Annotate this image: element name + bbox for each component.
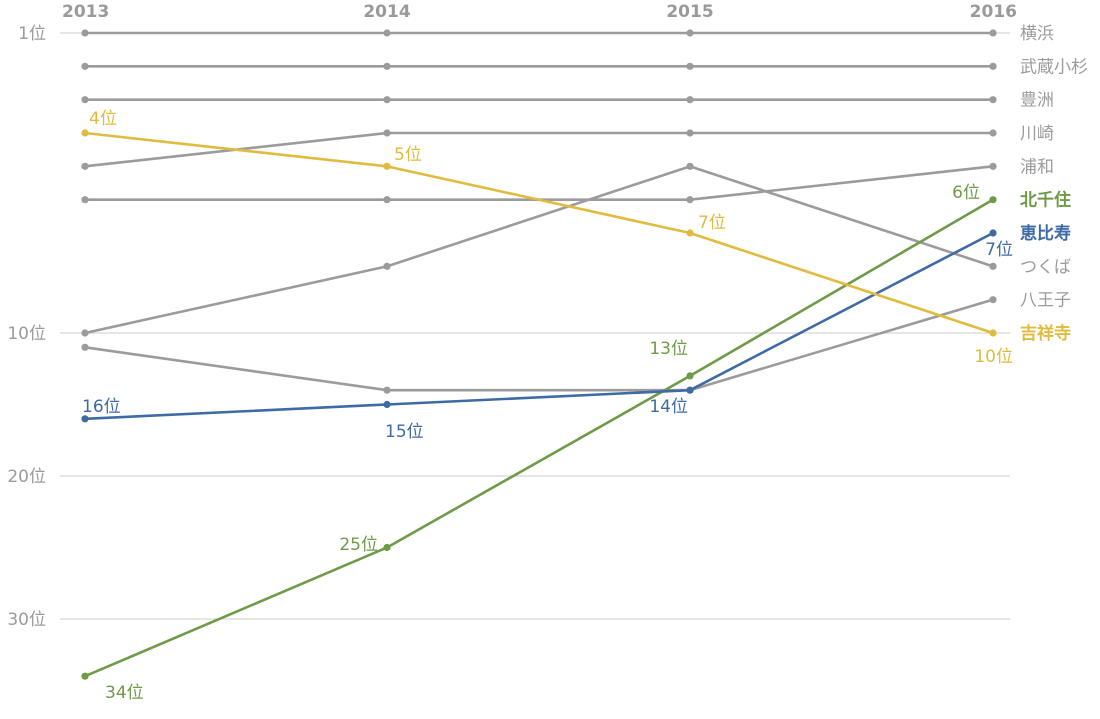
- data-label: 10位: [974, 347, 1013, 367]
- data-point: [81, 672, 89, 680]
- data-point: [686, 62, 694, 70]
- legend-entry: つくば: [1020, 257, 1071, 277]
- data-point: [686, 196, 694, 204]
- data-point: [383, 162, 391, 170]
- data-label: 34位: [105, 683, 144, 703]
- data-point: [989, 196, 997, 204]
- data-point: [81, 29, 89, 37]
- x-tick-label: 2013: [62, 2, 109, 22]
- data-label: 7位: [698, 213, 726, 233]
- data-point: [81, 96, 89, 104]
- data-point: [989, 129, 997, 137]
- data-point: [686, 29, 694, 37]
- data-point: [81, 62, 89, 70]
- legend-entry: 豊洲: [1020, 91, 1054, 111]
- data-label: 15位: [385, 422, 424, 442]
- series-line: [84, 131, 993, 168]
- line-layer: [84, 31, 994, 678]
- data-point: [383, 386, 391, 394]
- data-point: [686, 229, 694, 237]
- x-tick-label: 2014: [363, 2, 410, 22]
- data-point: [81, 343, 89, 351]
- data-point: [383, 543, 391, 552]
- data-label: 4位: [89, 109, 117, 129]
- data-point: [686, 162, 694, 170]
- axis-layer: 1位 10位 20位 30位 2013 2014 2015 2016: [7, 2, 1017, 630]
- legend-entry: 吉祥寺: [1020, 323, 1071, 344]
- series-line: [84, 131, 994, 335]
- y-tick-label: 30位: [7, 610, 46, 630]
- series-line: [84, 165, 994, 335]
- data-point: [81, 415, 89, 423]
- data-point: [989, 62, 997, 70]
- data-point: [383, 262, 391, 270]
- data-point: [383, 62, 391, 70]
- data-point: [989, 229, 997, 237]
- data-point: [989, 162, 997, 170]
- series-line: [84, 198, 994, 678]
- data-point: [383, 196, 391, 204]
- data-point: [81, 162, 89, 170]
- legend-entry: 武蔵小杉: [1020, 57, 1088, 77]
- data-point: [81, 129, 89, 137]
- y-tick-label: 20位: [7, 467, 46, 487]
- legend-entry: 恵比寿: [1020, 223, 1071, 244]
- data-label: 7位: [985, 240, 1013, 260]
- point-layer: [81, 29, 997, 680]
- x-tick-label: 2016: [970, 2, 1017, 22]
- data-point: [989, 96, 997, 104]
- data-point: [989, 29, 997, 37]
- series-line: [84, 231, 994, 421]
- data-point: [989, 262, 997, 270]
- x-tick-label: 2015: [666, 2, 713, 22]
- legend-entry: 横浜: [1020, 24, 1054, 44]
- data-label: 25位: [339, 535, 378, 555]
- data-point: [686, 372, 694, 380]
- data-label: 6位: [952, 183, 980, 203]
- legend-entry: 北千住: [1020, 190, 1071, 211]
- data-point: [989, 329, 997, 337]
- data-point: [383, 400, 391, 409]
- y-tick-label: 10位: [7, 324, 46, 344]
- data-label: 5位: [394, 145, 422, 165]
- data-point: [686, 129, 694, 137]
- data-point: [686, 386, 694, 394]
- data-point: [81, 329, 89, 337]
- series-line: [84, 298, 994, 392]
- data-point: [686, 96, 694, 104]
- data-label: 14位: [649, 397, 688, 417]
- data-point: [383, 129, 391, 137]
- legend-entry: 浦和: [1020, 157, 1054, 177]
- y-tick-label: 1位: [18, 24, 46, 44]
- data-label: 16位: [82, 397, 121, 417]
- grid-layer: [60, 32, 1010, 620]
- data-point: [989, 296, 997, 304]
- data-point: [383, 96, 391, 104]
- data-point: [81, 196, 89, 204]
- series-line: [85, 165, 994, 201]
- label-layer: 34位 25位 13位 6位 16位 15位 14位 7位 4位 5位 7位 10位: [82, 109, 1013, 703]
- legend-entry: 川崎: [1020, 124, 1054, 144]
- data-point: [383, 29, 391, 37]
- legend-entry: 八王子: [1020, 291, 1071, 311]
- data-label: 13位: [649, 339, 688, 359]
